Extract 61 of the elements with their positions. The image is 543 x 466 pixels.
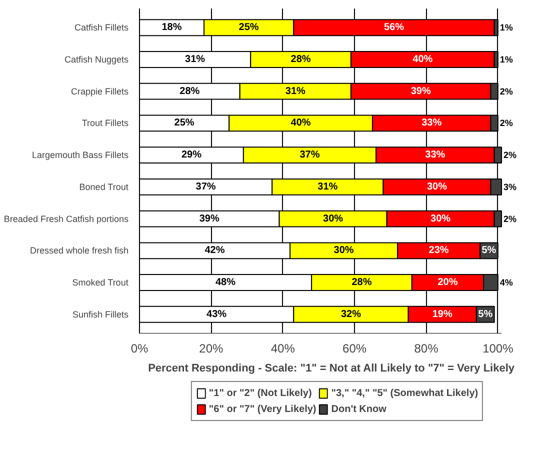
data-label: 56% <box>384 22 404 34</box>
data-label: 25% <box>174 118 194 129</box>
data-label: 2% <box>500 86 513 96</box>
data-label: 25% <box>238 22 259 34</box>
data-label: 1% <box>500 54 513 64</box>
x-axis-title: Percent Responding - Scale: "1" = Not at All Likely to "7" = Very Likely <box>148 362 516 374</box>
data-label: 2% <box>500 118 513 128</box>
data-label: 31% <box>318 181 338 192</box>
data-label: 28% <box>290 54 311 65</box>
x-tick-label: 60% <box>342 342 367 356</box>
data-label: 29% <box>181 150 202 161</box>
legend-label: "6" or "7" (Very Likely) <box>208 402 316 416</box>
y-tick-label: Crappie Fillets <box>70 86 129 96</box>
data-label: 37% <box>196 181 216 192</box>
data-label: 39% <box>410 86 431 97</box>
data-label: 31% <box>285 86 306 97</box>
data-label: 30% <box>426 181 448 192</box>
data-label: 37% <box>300 150 320 161</box>
x-tick-label: 20% <box>199 342 224 356</box>
data-label: 33% <box>425 150 446 161</box>
y-tick-label: Dressed whole fresh fish <box>30 246 129 256</box>
y-tick-label: Boned Trout <box>79 182 129 192</box>
data-label: 30% <box>323 213 344 224</box>
y-tick-label: Sunfish Fillets <box>72 309 129 320</box>
legend-label: Don't Know <box>331 402 386 416</box>
data-label: 4% <box>500 278 513 288</box>
data-label: 1% <box>500 22 513 33</box>
data-label: 39% <box>199 213 220 224</box>
data-label: 5% <box>478 308 493 320</box>
data-label: 2% <box>504 150 517 160</box>
legend-label: "3," "4," "5" (Somewhat Likely) <box>331 386 478 400</box>
data-label: 32% <box>340 308 362 320</box>
data-label: 30% <box>430 213 451 224</box>
y-tick-label: Catfish Fillets <box>74 22 129 33</box>
data-label: 3% <box>504 182 517 192</box>
data-label: 5% <box>482 245 496 256</box>
y-tick-label: Largemouth Bass Fillets <box>32 150 129 160</box>
legend-label: "1" or "2" (Not Likely) <box>208 386 312 400</box>
data-label: 18% <box>162 22 182 34</box>
data-label: 19% <box>432 308 452 320</box>
data-label: 31% <box>185 54 206 65</box>
x-tick-label: 80% <box>414 342 439 356</box>
data-label: 40% <box>412 54 433 65</box>
data-label: 30% <box>334 245 354 256</box>
data-label: 20% <box>438 277 458 288</box>
y-tick-label: Trout Fillets <box>82 118 129 128</box>
x-tick-label: 40% <box>270 342 296 356</box>
x-tick-label: 100% <box>482 342 514 356</box>
data-label: 23% <box>428 245 449 256</box>
data-label: 28% <box>180 86 200 97</box>
data-label: 43% <box>206 308 227 320</box>
y-tick-label: Catfish Nuggets <box>64 54 129 64</box>
data-label: 28% <box>352 277 372 288</box>
y-tick-label: Smoked Trout <box>72 278 129 288</box>
y-tick-label: Breaded Fresh Catfish portions <box>4 214 129 224</box>
data-label: 48% <box>216 277 236 288</box>
data-label: 33% <box>422 118 442 129</box>
data-label: 40% <box>290 118 311 129</box>
data-label: 2% <box>504 214 517 224</box>
data-label: 42% <box>204 245 225 256</box>
x-tick-label: 0% <box>130 342 148 356</box>
